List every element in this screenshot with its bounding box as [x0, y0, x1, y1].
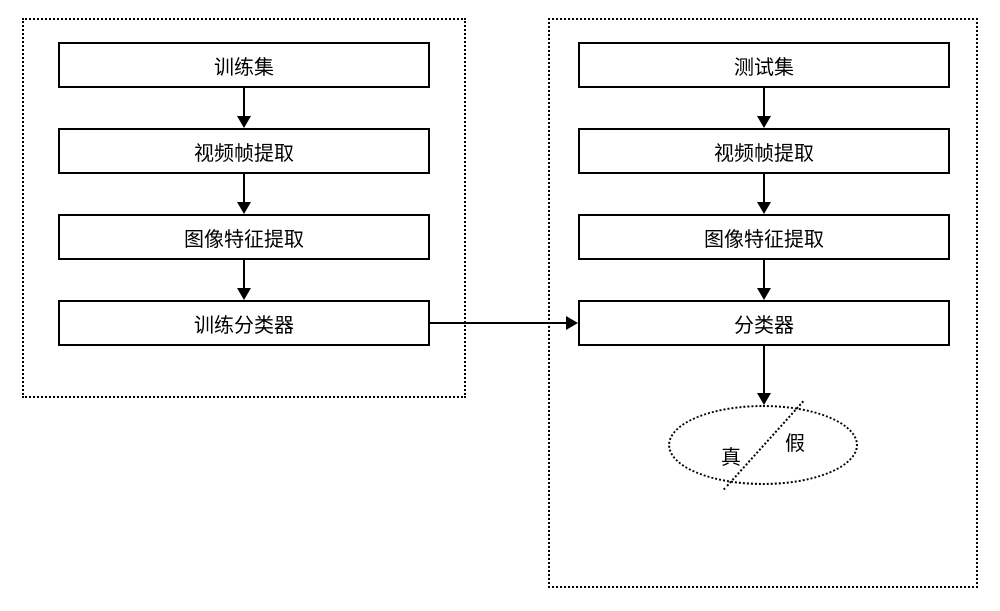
node-train_set: 训练集 — [58, 42, 430, 88]
node-classifier: 分类器 — [578, 300, 950, 346]
node-test_feature: 图像特征提取 — [578, 214, 950, 260]
arrow-line — [243, 174, 245, 202]
node-test_set: 测试集 — [578, 42, 950, 88]
arrow-line — [763, 260, 765, 288]
arrow-head — [757, 202, 771, 214]
arrow-head — [757, 393, 771, 405]
flowchart-canvas: 训练集视频帧提取图像特征提取训练分类器测试集视频帧提取图像特征提取分类器真假 — [0, 0, 1000, 611]
arrow-line — [763, 88, 765, 116]
node-train_frame: 视频帧提取 — [58, 128, 430, 174]
arrow-line — [243, 260, 245, 288]
arrow-head — [237, 288, 251, 300]
node-train_feature: 图像特征提取 — [58, 214, 430, 260]
result-label-true: 真 — [721, 441, 741, 470]
node-train_classifier: 训练分类器 — [58, 300, 430, 346]
result-label-false: 假 — [785, 427, 805, 456]
arrow-line — [243, 88, 245, 116]
arrow-line — [763, 346, 765, 393]
arrow-head — [566, 316, 578, 330]
arrow-head — [237, 202, 251, 214]
arrow-head — [757, 288, 771, 300]
arrow-head — [757, 116, 771, 128]
arrow-line — [430, 322, 566, 324]
arrow-line — [763, 174, 765, 202]
arrow-head — [237, 116, 251, 128]
node-test_frame: 视频帧提取 — [578, 128, 950, 174]
